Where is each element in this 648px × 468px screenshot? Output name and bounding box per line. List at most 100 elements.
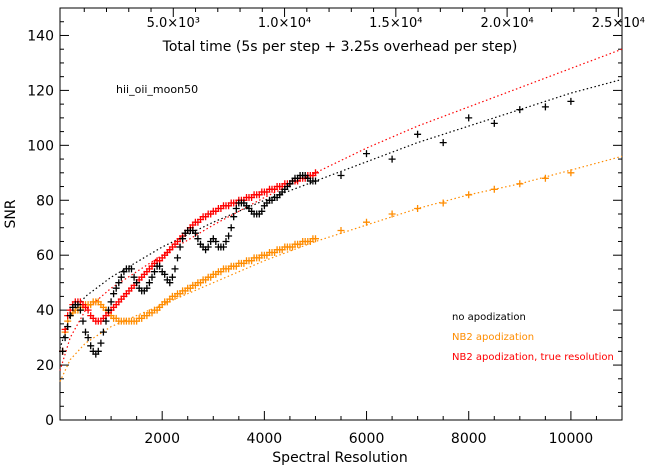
- data-point: [191, 229, 199, 237]
- top-tick-label: 2.0×10⁴: [480, 16, 533, 31]
- data-point: [115, 279, 123, 287]
- data-point: [414, 130, 422, 138]
- legend-entry-nb2-apodization: NB2 apodization: [452, 332, 534, 343]
- data-point: [110, 290, 118, 298]
- data-point: [212, 238, 220, 245]
- data-point: [490, 185, 498, 193]
- y-tick-label: 0: [45, 413, 54, 429]
- data-point: [541, 174, 549, 182]
- data-point: [148, 273, 156, 281]
- data-point: [220, 243, 227, 251]
- data-point: [490, 119, 498, 127]
- fit-lines: [59, 48, 623, 382]
- x-tick-label: 4000: [247, 431, 283, 447]
- legend-entry-no-apodization: no apodization: [452, 312, 526, 323]
- data-point: [59, 347, 67, 355]
- y-tick-label: 100: [27, 138, 54, 154]
- y-tick-label: 60: [36, 248, 54, 264]
- data-point: [76, 306, 84, 314]
- data-point: [465, 114, 473, 122]
- y-tick-label: 40: [36, 303, 54, 319]
- y-tick-label: 140: [27, 28, 54, 44]
- axis-ticks: 2000 4000 6000 8000 10000 0 20 40 60 80 100 120 140 5…: [27, 8, 645, 447]
- data-point: [567, 169, 575, 177]
- data-point: [151, 268, 158, 276]
- data-point: [97, 339, 105, 347]
- data-point: [117, 273, 125, 281]
- data-point: [174, 254, 181, 262]
- data-point: [161, 270, 169, 278]
- data-point: [337, 227, 345, 234]
- fit-line-nb2-apodization: [59, 155, 623, 382]
- chart-annotation: hii_oii_moon50: [116, 83, 198, 96]
- fit-line-no-apodization: [59, 78, 623, 349]
- data-point: [79, 317, 87, 325]
- data-point: [541, 103, 549, 111]
- x-tick-label: 2000: [144, 431, 180, 447]
- x-tick-label: 8000: [451, 431, 487, 447]
- data-points: [59, 97, 575, 358]
- top-tick-label: 5.0×10³: [147, 16, 200, 31]
- data-point: [166, 279, 174, 287]
- data-point: [156, 262, 164, 270]
- data-point: [64, 323, 72, 331]
- y-tick-label: 20: [36, 358, 54, 374]
- top-axis-label: Total time (5s per step + 3.25s overhead…: [162, 39, 518, 55]
- data-point: [130, 273, 138, 281]
- data-point: [567, 97, 575, 105]
- data-point: [94, 347, 102, 355]
- data-point: [82, 328, 89, 336]
- data-point: [145, 279, 153, 287]
- data-point: [222, 238, 230, 245]
- data-point: [66, 312, 74, 320]
- data-point: [107, 298, 115, 306]
- x-tick-label: 6000: [349, 431, 385, 447]
- x-tick-label: 10000: [549, 431, 594, 447]
- y-tick-label: 80: [36, 193, 54, 209]
- data-point: [388, 210, 396, 218]
- data-point: [112, 284, 120, 292]
- data-point: [388, 155, 396, 163]
- data-point: [128, 265, 135, 273]
- data-point: [414, 205, 422, 212]
- data-point: [312, 169, 319, 177]
- data-point: [363, 150, 370, 158]
- top-tick-label: 2.5×10⁴: [592, 16, 645, 31]
- top-tick-label: 1.5×10⁴: [369, 16, 422, 31]
- y-axis-label: SNR: [3, 199, 19, 228]
- data-point: [105, 306, 112, 314]
- data-point: [179, 235, 187, 243]
- data-point: [171, 265, 179, 273]
- data-point: [312, 177, 319, 185]
- data-point: [465, 191, 473, 199]
- data-point: [230, 213, 238, 221]
- data-point: [143, 284, 151, 292]
- data-point: [99, 328, 107, 336]
- data-point: [194, 235, 202, 243]
- data-point: [227, 224, 235, 232]
- data-point: [439, 139, 447, 147]
- data-point: [232, 205, 240, 212]
- data-point: [204, 243, 212, 251]
- data-point: [176, 243, 184, 251]
- data-point: [74, 301, 82, 309]
- data-point: [168, 273, 176, 281]
- data-point: [258, 207, 266, 215]
- data-point: [102, 317, 110, 325]
- data-point: [84, 334, 92, 342]
- data-point: [87, 342, 95, 350]
- x-axis-label: Spectral Resolution: [272, 450, 407, 466]
- data-point: [225, 232, 233, 240]
- data-point: [337, 172, 345, 179]
- y-tick-label: 120: [27, 83, 54, 99]
- data-point: [516, 106, 524, 114]
- data-point: [439, 199, 447, 207]
- data-point: [516, 180, 524, 188]
- top-tick-label: 1.0×10⁴: [258, 16, 311, 31]
- fit-line-nb2-apodization-true-resolution: [59, 48, 623, 371]
- legend-entry-nb2-true-resolution: NB2 apodization, true resolution: [452, 352, 614, 363]
- data-point: [84, 306, 92, 314]
- data-point: [61, 334, 69, 342]
- data-point: [363, 218, 370, 226]
